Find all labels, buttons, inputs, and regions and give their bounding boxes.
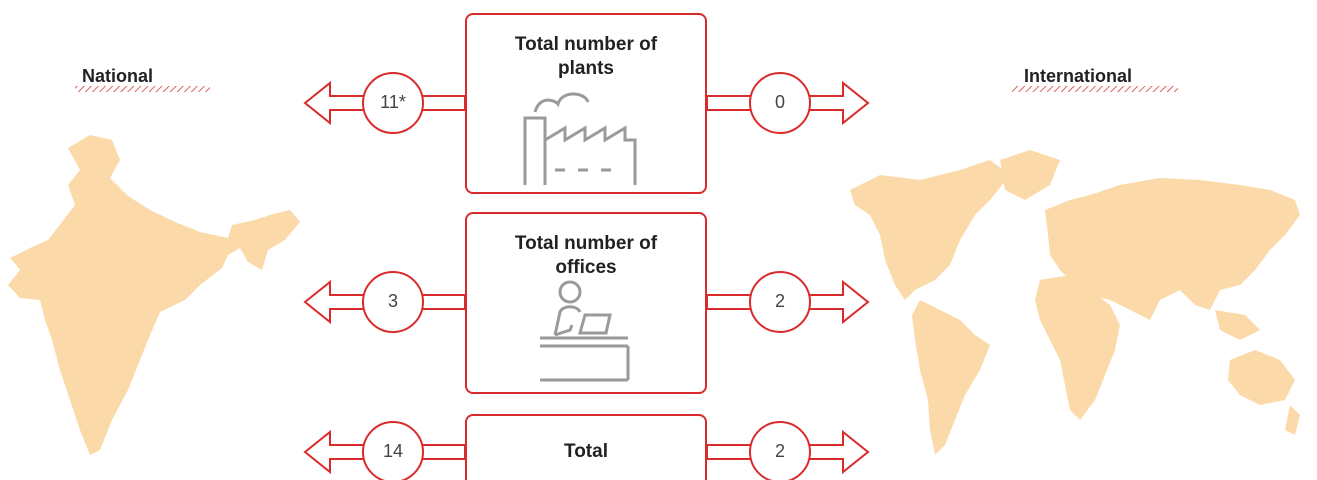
- box-title: Total number of plants: [514, 34, 658, 79]
- world-map: [850, 150, 1300, 455]
- value-circle: [362, 421, 424, 480]
- value-circle: [362, 72, 424, 134]
- india-map: [8, 135, 300, 455]
- value-circle: [749, 421, 811, 480]
- stat-box: Total number of offices: [465, 212, 707, 394]
- value-circle: [362, 271, 424, 333]
- box-title: Total number of offices: [514, 233, 658, 278]
- value-circle: [749, 271, 811, 333]
- national-value: 3: [388, 291, 398, 311]
- international-value: 2: [775, 291, 785, 311]
- box-title: Total: [564, 441, 608, 462]
- national-label: National: [82, 66, 154, 86]
- national-value: 14: [383, 441, 403, 461]
- hatch-underline: [1012, 86, 1178, 92]
- stat-box: Total number of plants: [465, 13, 707, 194]
- hatch-underline: [75, 86, 210, 92]
- international-value: 0: [775, 92, 785, 112]
- national-value: 11*: [380, 92, 406, 112]
- international-label: International: [1024, 66, 1133, 86]
- international-value: 2: [775, 441, 785, 461]
- value-circle: [749, 72, 811, 134]
- stat-box: Total: [465, 414, 707, 480]
